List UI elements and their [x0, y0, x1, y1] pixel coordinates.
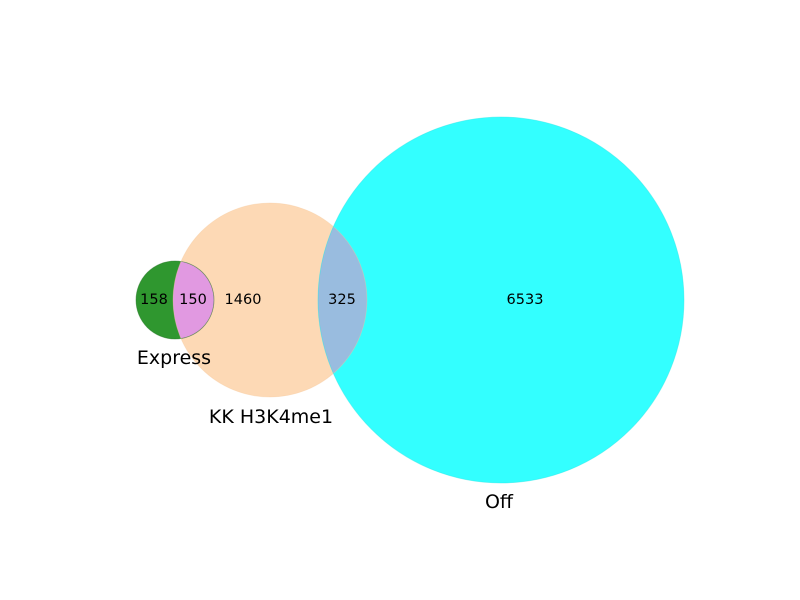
region-label-kk-only: 1460 [225, 292, 262, 308]
region-label-kk-off: 325 [328, 292, 356, 308]
region-label-express-only: 158 [140, 292, 168, 308]
set-label-kk-h3k4me1: KK H3K4me1 [209, 406, 333, 428]
region-label-express-kk: 150 [179, 292, 207, 308]
region-label-off-only: 6533 [507, 292, 544, 308]
off-circle [318, 117, 684, 483]
set-label-off: Off [485, 491, 514, 513]
set-label-express: Express [137, 347, 211, 369]
